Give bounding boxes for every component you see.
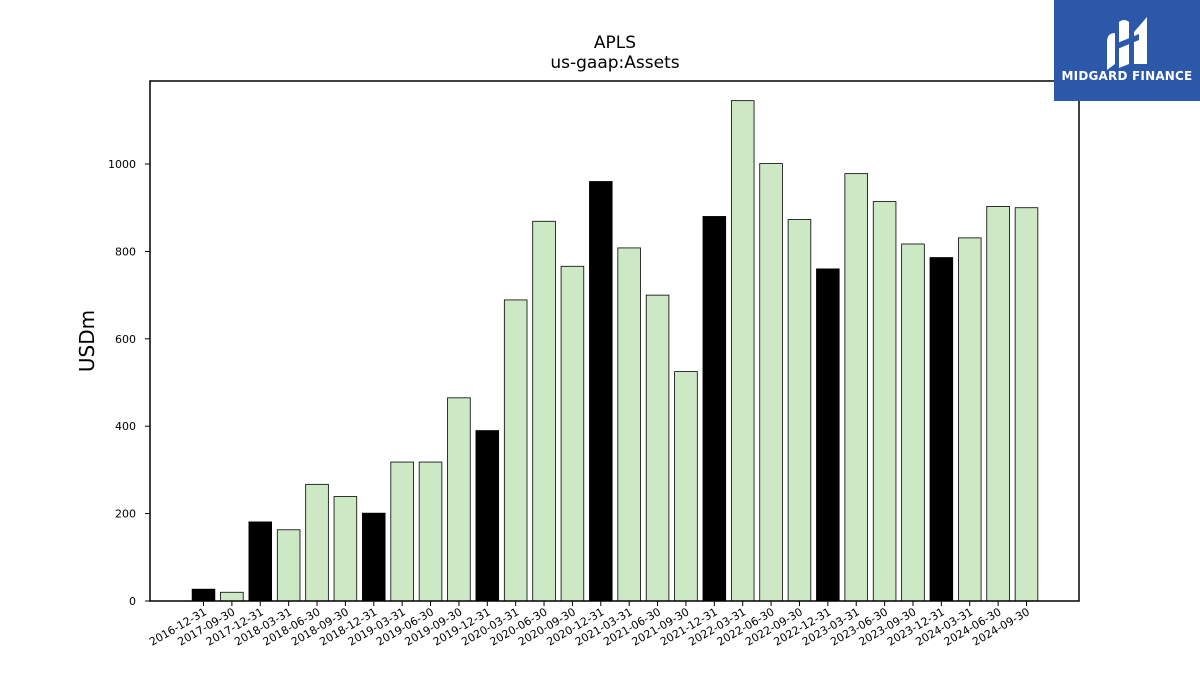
bar-2019-06-30 <box>418 461 443 602</box>
chart-subtitle: us-gaap:Assets <box>550 53 679 73</box>
y-axis-label: USDm <box>75 310 99 372</box>
bar-2018-12-31 <box>362 512 386 602</box>
bar-2024-06-30 <box>986 206 1010 602</box>
bar-2020-06-30 <box>532 220 556 602</box>
bar-2018-06-30 <box>305 483 329 602</box>
bar-2022-03-31 <box>730 100 755 602</box>
bar-2023-03-31 <box>844 173 868 602</box>
bar-2021-03-31 <box>617 247 641 602</box>
bar-2023-09-30 <box>901 243 925 602</box>
bar-2017-12-31 <box>248 521 273 602</box>
bar-2017-09-30 <box>220 591 244 602</box>
bar-2022-06-30 <box>759 163 783 602</box>
y-tick-label: 400 <box>115 420 136 433</box>
y-tick-label: 600 <box>115 333 136 346</box>
bar-2021-09-30 <box>674 371 698 602</box>
bar-2018-03-31 <box>276 529 301 602</box>
bar-2022-09-30 <box>787 219 812 602</box>
bar-2020-12-31 <box>589 181 613 602</box>
bar-2019-03-31 <box>390 461 414 602</box>
bar-2019-09-30 <box>447 397 471 602</box>
logo-text: MIDGARD FINANCE <box>1061 69 1193 83</box>
y-tick-label: 200 <box>115 508 136 521</box>
y-tick-label: 1000 <box>108 158 136 171</box>
bar-2023-06-30 <box>872 201 897 602</box>
y-tick-label: 800 <box>115 245 136 258</box>
bars-group <box>191 100 1039 602</box>
plot-frame <box>149 80 1080 602</box>
chart-title: APLS <box>594 33 636 53</box>
bar-2021-12-31 <box>702 216 727 602</box>
bar-2024-03-31 <box>957 237 982 602</box>
bar-2024-09-30 <box>1014 207 1039 602</box>
y-axis: 0 200 400 600 800 1000 <box>108 158 150 608</box>
bar-2021-06-30 <box>645 294 670 602</box>
bar-2016-12-31 <box>191 588 216 602</box>
bar-2018-09-30 <box>333 496 358 602</box>
x-axis: 2016-12-312017-09-302017-12-312018-03-31… <box>147 601 1032 649</box>
bar-2022-12-31 <box>816 268 840 602</box>
midgard-m-icon <box>1107 17 1147 70</box>
bar-2020-03-31 <box>503 299 528 602</box>
y-tick-label: 0 <box>129 595 136 608</box>
bar-2023-12-31 <box>929 257 954 602</box>
bar-2019-12-31 <box>475 430 500 602</box>
bar-2020-09-30 <box>560 265 585 602</box>
midgard-finance-logo: MIDGARD FINANCE <box>1054 0 1200 101</box>
